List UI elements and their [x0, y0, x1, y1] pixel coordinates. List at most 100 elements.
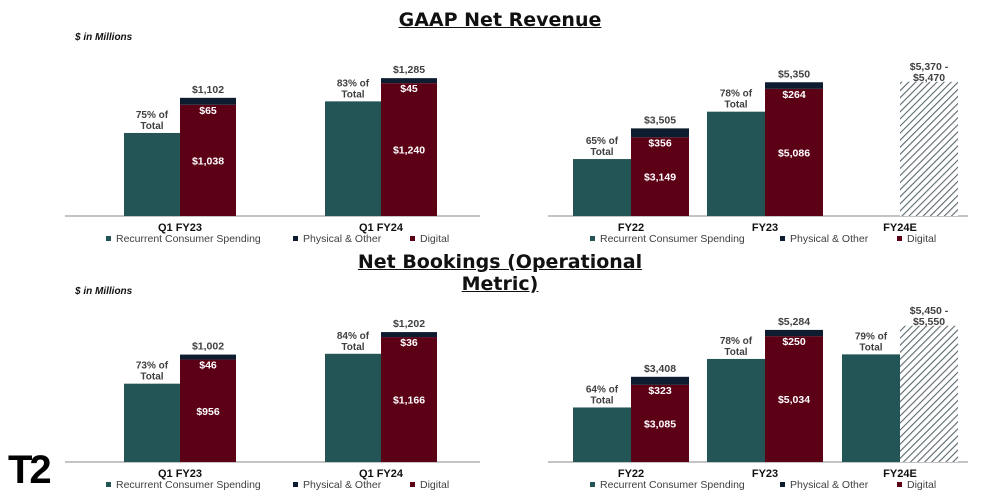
label-digital-value: $1,038 — [192, 155, 224, 167]
label-physical-value: $36 — [400, 337, 418, 349]
category-label: Q1 FY24 — [359, 468, 404, 480]
bar-recurrent-q1-fy23 — [124, 383, 180, 462]
label-digital-value: $1,240 — [393, 145, 425, 157]
category-label: FY23 — [752, 222, 778, 234]
legend-label: Recurrent Consumer Spending — [600, 233, 745, 245]
label-total-value: $1,202 — [393, 318, 425, 330]
label-physical-value: $356 — [648, 137, 672, 149]
label-recurrent-share: 78% of Total — [720, 336, 753, 358]
bar-physical-q1-fy24 — [381, 332, 437, 338]
label-digital-value: $5,034 — [778, 394, 810, 406]
bar-recurrent-fy24e — [842, 354, 900, 462]
label-digital-value: $5,086 — [778, 147, 810, 159]
bar-digital-fy22 — [631, 137, 689, 216]
bar-physical-fy22 — [631, 376, 689, 385]
bar-digital-q1-fy23 — [180, 359, 236, 462]
label-recurrent-share: 78% of Total — [720, 89, 753, 111]
bar-recurrent-fy22 — [573, 159, 631, 216]
bar-physical-fy23 — [765, 329, 823, 337]
bookings-section-title-line1: Net Bookings (Operational — [357, 251, 643, 273]
legend-swatch — [410, 482, 415, 487]
bar-digital-q1-fy23 — [180, 104, 236, 216]
bar-recurrent-q1-fy24 — [325, 101, 381, 216]
legend-label: Digital — [907, 479, 936, 491]
legend-label: Physical & Other — [790, 479, 869, 491]
label-recurrent-share: 64% of Total — [586, 384, 619, 406]
label-physical-value: $250 — [782, 336, 806, 348]
label-total-value: $1,002 — [192, 341, 224, 353]
label-outlook-range: $5,450 -$5,550 — [910, 305, 949, 328]
revenue-units-label: $ in Millions — [75, 32, 133, 43]
label-recurrent-share: 73% of Total — [136, 361, 169, 383]
bar-physical-q1-fy23 — [180, 97, 236, 105]
label-total-value: $1,102 — [192, 84, 224, 96]
legend-swatch — [780, 236, 785, 241]
bar-recurrent-q1-fy24 — [325, 353, 381, 462]
label-recurrent-share: 83% of Total — [337, 78, 370, 100]
label-recurrent-share: 84% of Total — [337, 331, 370, 353]
legend-swatch — [293, 482, 298, 487]
label-physical-value: $65 — [199, 105, 217, 117]
legend-swatch — [106, 482, 111, 487]
legend-swatch — [410, 236, 415, 241]
bar-physical-fy22 — [631, 128, 689, 138]
label-total-value: $5,284 — [778, 316, 810, 328]
legend-label: Physical & Other — [303, 479, 382, 491]
bookings-section-title-line2: Metric) — [461, 273, 539, 295]
legend-label: Digital — [420, 233, 449, 245]
legend-label: Recurrent Consumer Spending — [116, 233, 261, 245]
label-total-value: $5,350 — [778, 68, 810, 80]
category-label: Q1 FY23 — [158, 222, 202, 234]
category-label: Q1 FY23 — [158, 468, 202, 480]
legend-swatch — [897, 482, 902, 487]
legend-swatch — [780, 482, 785, 487]
label-recurrent-share: 79% of Total — [855, 331, 888, 353]
label-digital-value: $956 — [196, 406, 220, 418]
bar-digital-fy23 — [765, 336, 823, 462]
label-digital-value: $3,085 — [644, 418, 676, 430]
legend-label: Digital — [420, 479, 449, 491]
legend-swatch — [293, 236, 298, 241]
bar-outlook-fy24e — [900, 325, 958, 462]
label-total-value: $1,285 — [393, 64, 425, 76]
label-physical-value: $323 — [648, 385, 672, 397]
label-recurrent-share: 65% of Total — [586, 136, 619, 158]
label-total-value: $3,505 — [644, 114, 676, 126]
category-label: FY22 — [618, 222, 644, 234]
revenue-section-title: GAAP Net Revenue — [398, 9, 602, 31]
category-label: FY23 — [752, 468, 778, 480]
label-physical-value: $46 — [199, 360, 217, 372]
bar-recurrent-fy23 — [707, 358, 765, 462]
legend-label: Digital — [907, 233, 936, 245]
bar-recurrent-q1-fy23 — [124, 132, 180, 216]
t2-logo: T2 — [8, 448, 53, 487]
category-label: FY24E — [883, 468, 917, 480]
bar-physical-fy23 — [765, 82, 823, 89]
legend-swatch — [590, 236, 595, 241]
legend-swatch — [106, 236, 111, 241]
legend-label: Recurrent Consumer Spending — [116, 479, 261, 491]
label-physical-value: $45 — [400, 83, 418, 95]
bar-digital-q1-fy24 — [381, 337, 437, 462]
label-outlook-range: $5,370 -$5,470 — [910, 61, 949, 84]
bookings-units-label: $ in Millions — [75, 286, 133, 297]
label-digital-value: $3,149 — [644, 172, 676, 184]
bar-digital-q1-fy24 — [381, 83, 437, 217]
label-total-value: $3,408 — [644, 363, 676, 375]
legend-label: Physical & Other — [790, 233, 869, 245]
label-digital-value: $1,166 — [393, 395, 425, 407]
bar-physical-q1-fy24 — [381, 78, 437, 84]
bar-digital-fy22 — [631, 384, 689, 462]
category-label: FY22 — [618, 468, 644, 480]
legend-swatch — [897, 236, 902, 241]
legend-label: Physical & Other — [303, 233, 382, 245]
bar-outlook-fy24e — [900, 81, 958, 216]
bar-physical-q1-fy23 — [180, 354, 236, 360]
bar-recurrent-fy23 — [707, 111, 765, 216]
legend-label: Recurrent Consumer Spending — [600, 479, 745, 491]
bar-recurrent-fy22 — [573, 407, 631, 462]
label-recurrent-share: 75% of Total — [136, 110, 169, 132]
category-label: Q1 FY24 — [359, 222, 404, 234]
category-label: FY24E — [883, 222, 917, 234]
